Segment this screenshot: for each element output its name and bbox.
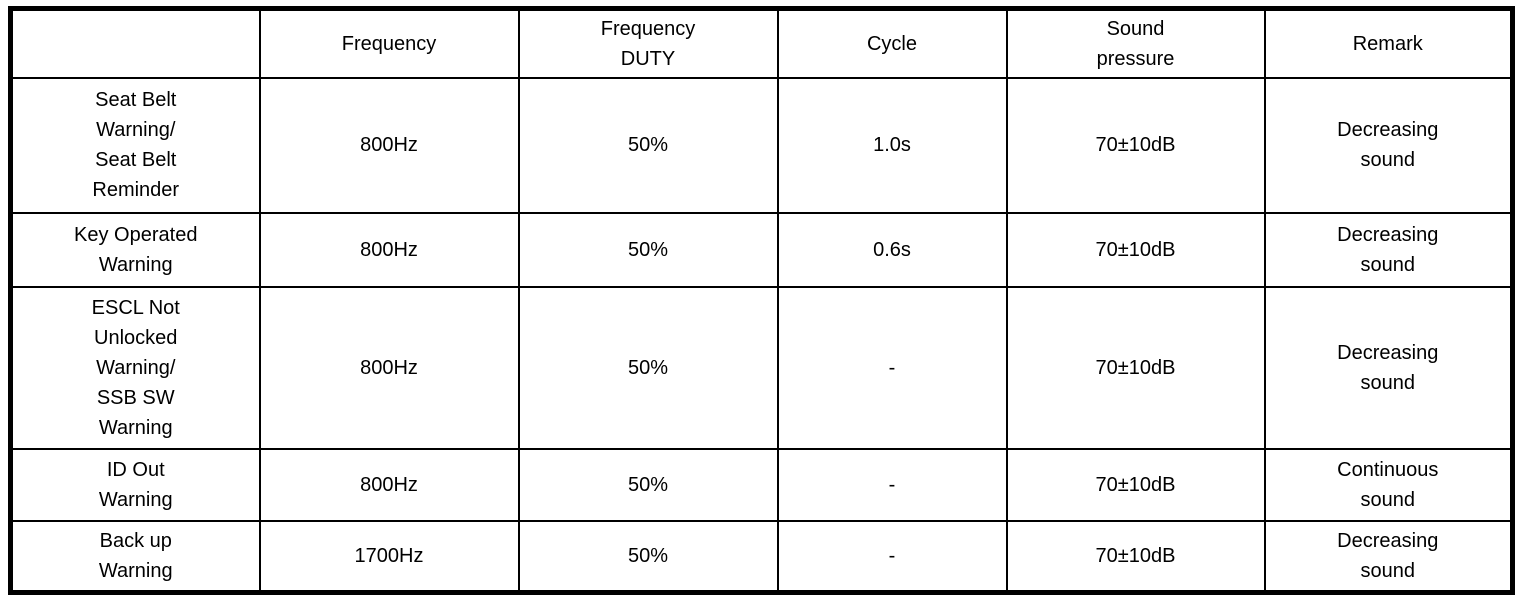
cell-frequency-duty: 50% xyxy=(517,285,779,450)
table-row: Seat Belt Warning/ Seat Belt Reminder 80… xyxy=(9,76,1514,214)
cell-sound-pressure: 70±10dB xyxy=(1005,285,1266,450)
table-row: Back up Warning 1700Hz 50% - 70±10dB Dec… xyxy=(9,519,1514,594)
cell-frequency: 800Hz xyxy=(258,447,520,522)
cell-frequency-duty: 50% xyxy=(517,447,779,522)
cell-frequency: 800Hz xyxy=(258,76,520,214)
cell-sound-pressure: 70±10dB xyxy=(1005,519,1266,594)
table-row: Key Operated Warning 800Hz 50% 0.6s 70±1… xyxy=(9,211,1514,288)
cell-warning-name: Back up Warning xyxy=(9,519,261,594)
cell-remark: Decreasing sound xyxy=(1263,519,1514,594)
cell-cycle: - xyxy=(776,285,1008,450)
cell-cycle: 1.0s xyxy=(776,76,1008,214)
cell-warning-name: Seat Belt Warning/ Seat Belt Reminder xyxy=(9,76,261,214)
col-header-frequency-duty: Frequency DUTY xyxy=(517,7,779,79)
table-row: ID Out Warning 800Hz 50% - 70±10dB Conti… xyxy=(9,447,1514,522)
cell-frequency: 1700Hz xyxy=(258,519,520,594)
col-header-cycle: Cycle xyxy=(776,7,1008,79)
cell-remark: Continuous sound xyxy=(1263,447,1514,522)
cell-cycle: - xyxy=(776,519,1008,594)
cell-frequency-duty: 50% xyxy=(517,76,779,214)
cell-frequency: 800Hz xyxy=(258,285,520,450)
cell-warning-name: Key Operated Warning xyxy=(9,211,261,288)
cell-sound-pressure: 70±10dB xyxy=(1005,76,1266,214)
cell-sound-pressure: 70±10dB xyxy=(1005,447,1266,522)
table-row: ESCL Not Unlocked Warning/ SSB SW Warnin… xyxy=(9,285,1514,450)
cell-frequency-duty: 50% xyxy=(517,211,779,288)
cell-remark: Decreasing sound xyxy=(1263,76,1514,214)
cell-frequency: 800Hz xyxy=(258,211,520,288)
cell-cycle: - xyxy=(776,447,1008,522)
cell-frequency-duty: 50% xyxy=(517,519,779,594)
cell-remark: Decreasing sound xyxy=(1263,211,1514,288)
col-header-frequency: Frequency xyxy=(258,7,520,79)
col-header-empty xyxy=(9,7,261,79)
cell-warning-name: ID Out Warning xyxy=(9,447,261,522)
cell-cycle: 0.6s xyxy=(776,211,1008,288)
cell-sound-pressure: 70±10dB xyxy=(1005,211,1266,288)
cell-warning-name: ESCL Not Unlocked Warning/ SSB SW Warnin… xyxy=(9,285,261,450)
col-header-sound-pressure: Sound pressure xyxy=(1005,7,1266,79)
warning-sound-spec-table: Frequency Frequency DUTY Cycle Sound pre… xyxy=(8,6,1515,595)
header-row: Frequency Frequency DUTY Cycle Sound pre… xyxy=(9,7,1514,79)
cell-remark: Decreasing sound xyxy=(1263,285,1514,450)
col-header-remark: Remark xyxy=(1263,7,1514,79)
